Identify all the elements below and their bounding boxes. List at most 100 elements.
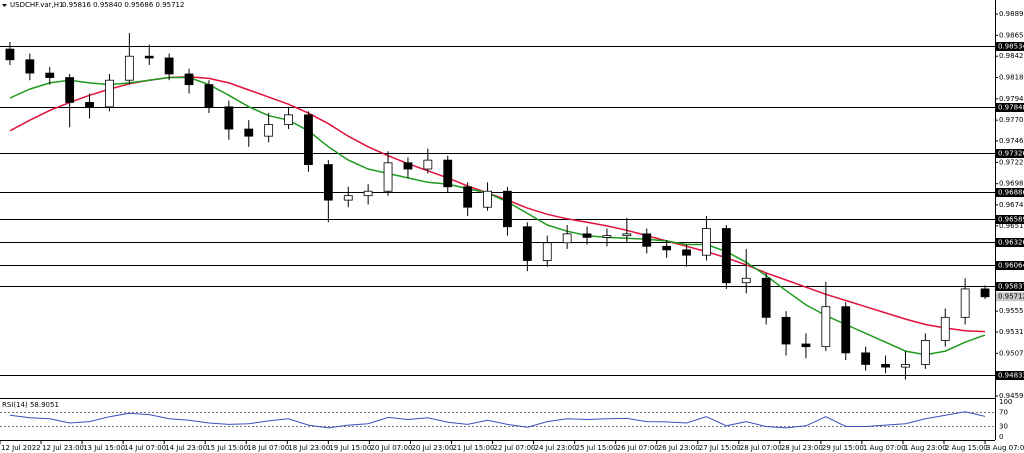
x-tick-label: 27 Jul 15:00 (699, 444, 741, 452)
candle-body (881, 364, 890, 368)
y-tick-label: 0.94595 (999, 392, 1024, 400)
candle-body (861, 352, 871, 365)
candle-body (940, 316, 950, 341)
y-tick-label: 0.97225 (999, 158, 1024, 166)
candle-body (244, 128, 254, 137)
level-label: 0.96064 (998, 262, 1024, 270)
level-label-box (996, 282, 1024, 291)
candle-body (5, 48, 15, 61)
y-tick-label: 0.96985 (999, 180, 1024, 188)
y-tick-label: 0.95315 (999, 328, 1024, 336)
candle-body (25, 59, 35, 74)
x-tick-label: 21 Jul 15:00 (452, 444, 494, 452)
level-label-box (996, 238, 1024, 247)
y-tick-label: 0.98655 (999, 31, 1024, 39)
level-label: 0.98534 (998, 43, 1024, 51)
level-label-box (996, 261, 1024, 270)
x-tick-label: 26 Jul 23:00 (658, 444, 700, 452)
candle-body (304, 114, 313, 165)
x-tick-label: 20 Jul 23:00 (411, 444, 453, 452)
level-label-box (996, 215, 1024, 224)
candle-body (45, 72, 55, 78)
candle-body (741, 277, 751, 284)
level-label-box (996, 188, 1024, 197)
candle-body (622, 233, 632, 237)
x-tick-label: 18 Jul 23:00 (288, 444, 330, 452)
candle-body (980, 288, 990, 298)
rsi-tick-label: 100 (999, 398, 1012, 406)
candle-body (164, 57, 174, 75)
candle-body (204, 84, 214, 108)
candle-body (721, 228, 731, 284)
x-tick-label: 18 Jul 07:00 (247, 444, 289, 452)
y-tick-label: 0.95075 (999, 349, 1024, 357)
x-tick-label: 12 Jul 2022 (1, 444, 41, 452)
x-tick-label: 14 Jul 23:00 (165, 444, 207, 452)
x-tick-label: 24 Jul 23:00 (535, 444, 577, 452)
candle-body (781, 316, 791, 345)
candle-body (65, 77, 75, 103)
candle-body (383, 162, 393, 192)
x-tick-label: 1 Aug 07:00 (863, 444, 906, 452)
candle-body (702, 228, 711, 256)
x-tick-label: 29 Jul 15:00 (822, 444, 864, 452)
y-tick-label: 0.96745 (999, 201, 1024, 209)
candle-body (343, 195, 353, 201)
level-label: 0.96326 (998, 239, 1024, 247)
level-label: 0.95837 (998, 283, 1024, 291)
x-tick-label: 28 Jul 23:00 (781, 444, 823, 452)
x-tick-label: 26 Jul 07:00 (617, 444, 659, 452)
candle-body (503, 190, 512, 228)
candle-body (224, 106, 234, 130)
candle-body (264, 124, 274, 137)
candle-body (682, 249, 691, 256)
y-tick-label: 0.97465 (999, 137, 1024, 145)
x-tick-label: 13 Jul 15:00 (83, 444, 125, 452)
candle-body (801, 343, 811, 348)
candle-body (960, 288, 970, 318)
candle-body (582, 233, 592, 238)
candle-body (542, 242, 552, 261)
candle-body (144, 55, 154, 59)
candle-body (522, 226, 532, 261)
candle-body (662, 245, 672, 251)
x-tick-label: 28 Jul 07:00 (740, 444, 782, 452)
rsi-tick-label: 0 (999, 433, 1003, 441)
x-tick-label: 19 Jul 15:00 (329, 444, 371, 452)
ohlc-header: 0.95816 0.95840 0.95686 0.95712 (62, 1, 184, 9)
level-label-box (996, 42, 1024, 51)
last-price-box (996, 292, 1024, 302)
candle-body (821, 306, 831, 348)
candle-body (184, 73, 194, 86)
candle-body (642, 233, 652, 247)
level-label-box (996, 149, 1024, 158)
candle-body (841, 306, 851, 354)
x-tick-label: 1 Aug 23:00 (904, 444, 947, 452)
level-label-box (996, 371, 1024, 380)
candle-body (284, 114, 293, 126)
last-price-label: 0.95712 (998, 293, 1024, 301)
level-label-box (996, 103, 1024, 112)
candle-body (85, 102, 94, 108)
x-tick-label: 3 Aug 07:00 (986, 444, 1024, 452)
rsi-label: RSI(14) 58.9051 (2, 401, 59, 409)
rsi-tick-label: 30 (999, 423, 1008, 431)
candle-body (124, 55, 134, 81)
rsi-tick-label: 70 (999, 409, 1008, 417)
candle-body (463, 186, 473, 208)
candle-body (901, 364, 910, 368)
y-tick-label: 0.98895 (999, 10, 1024, 18)
candle-body (483, 190, 492, 208)
x-tick-label: 15 Jul 15:00 (206, 444, 248, 452)
x-tick-label: 12 Jul 23:00 (42, 444, 84, 452)
candle-body (920, 340, 930, 365)
x-tick-label: 2 Aug 15:00 (945, 444, 988, 452)
level-label: 0.96589 (998, 216, 1024, 224)
